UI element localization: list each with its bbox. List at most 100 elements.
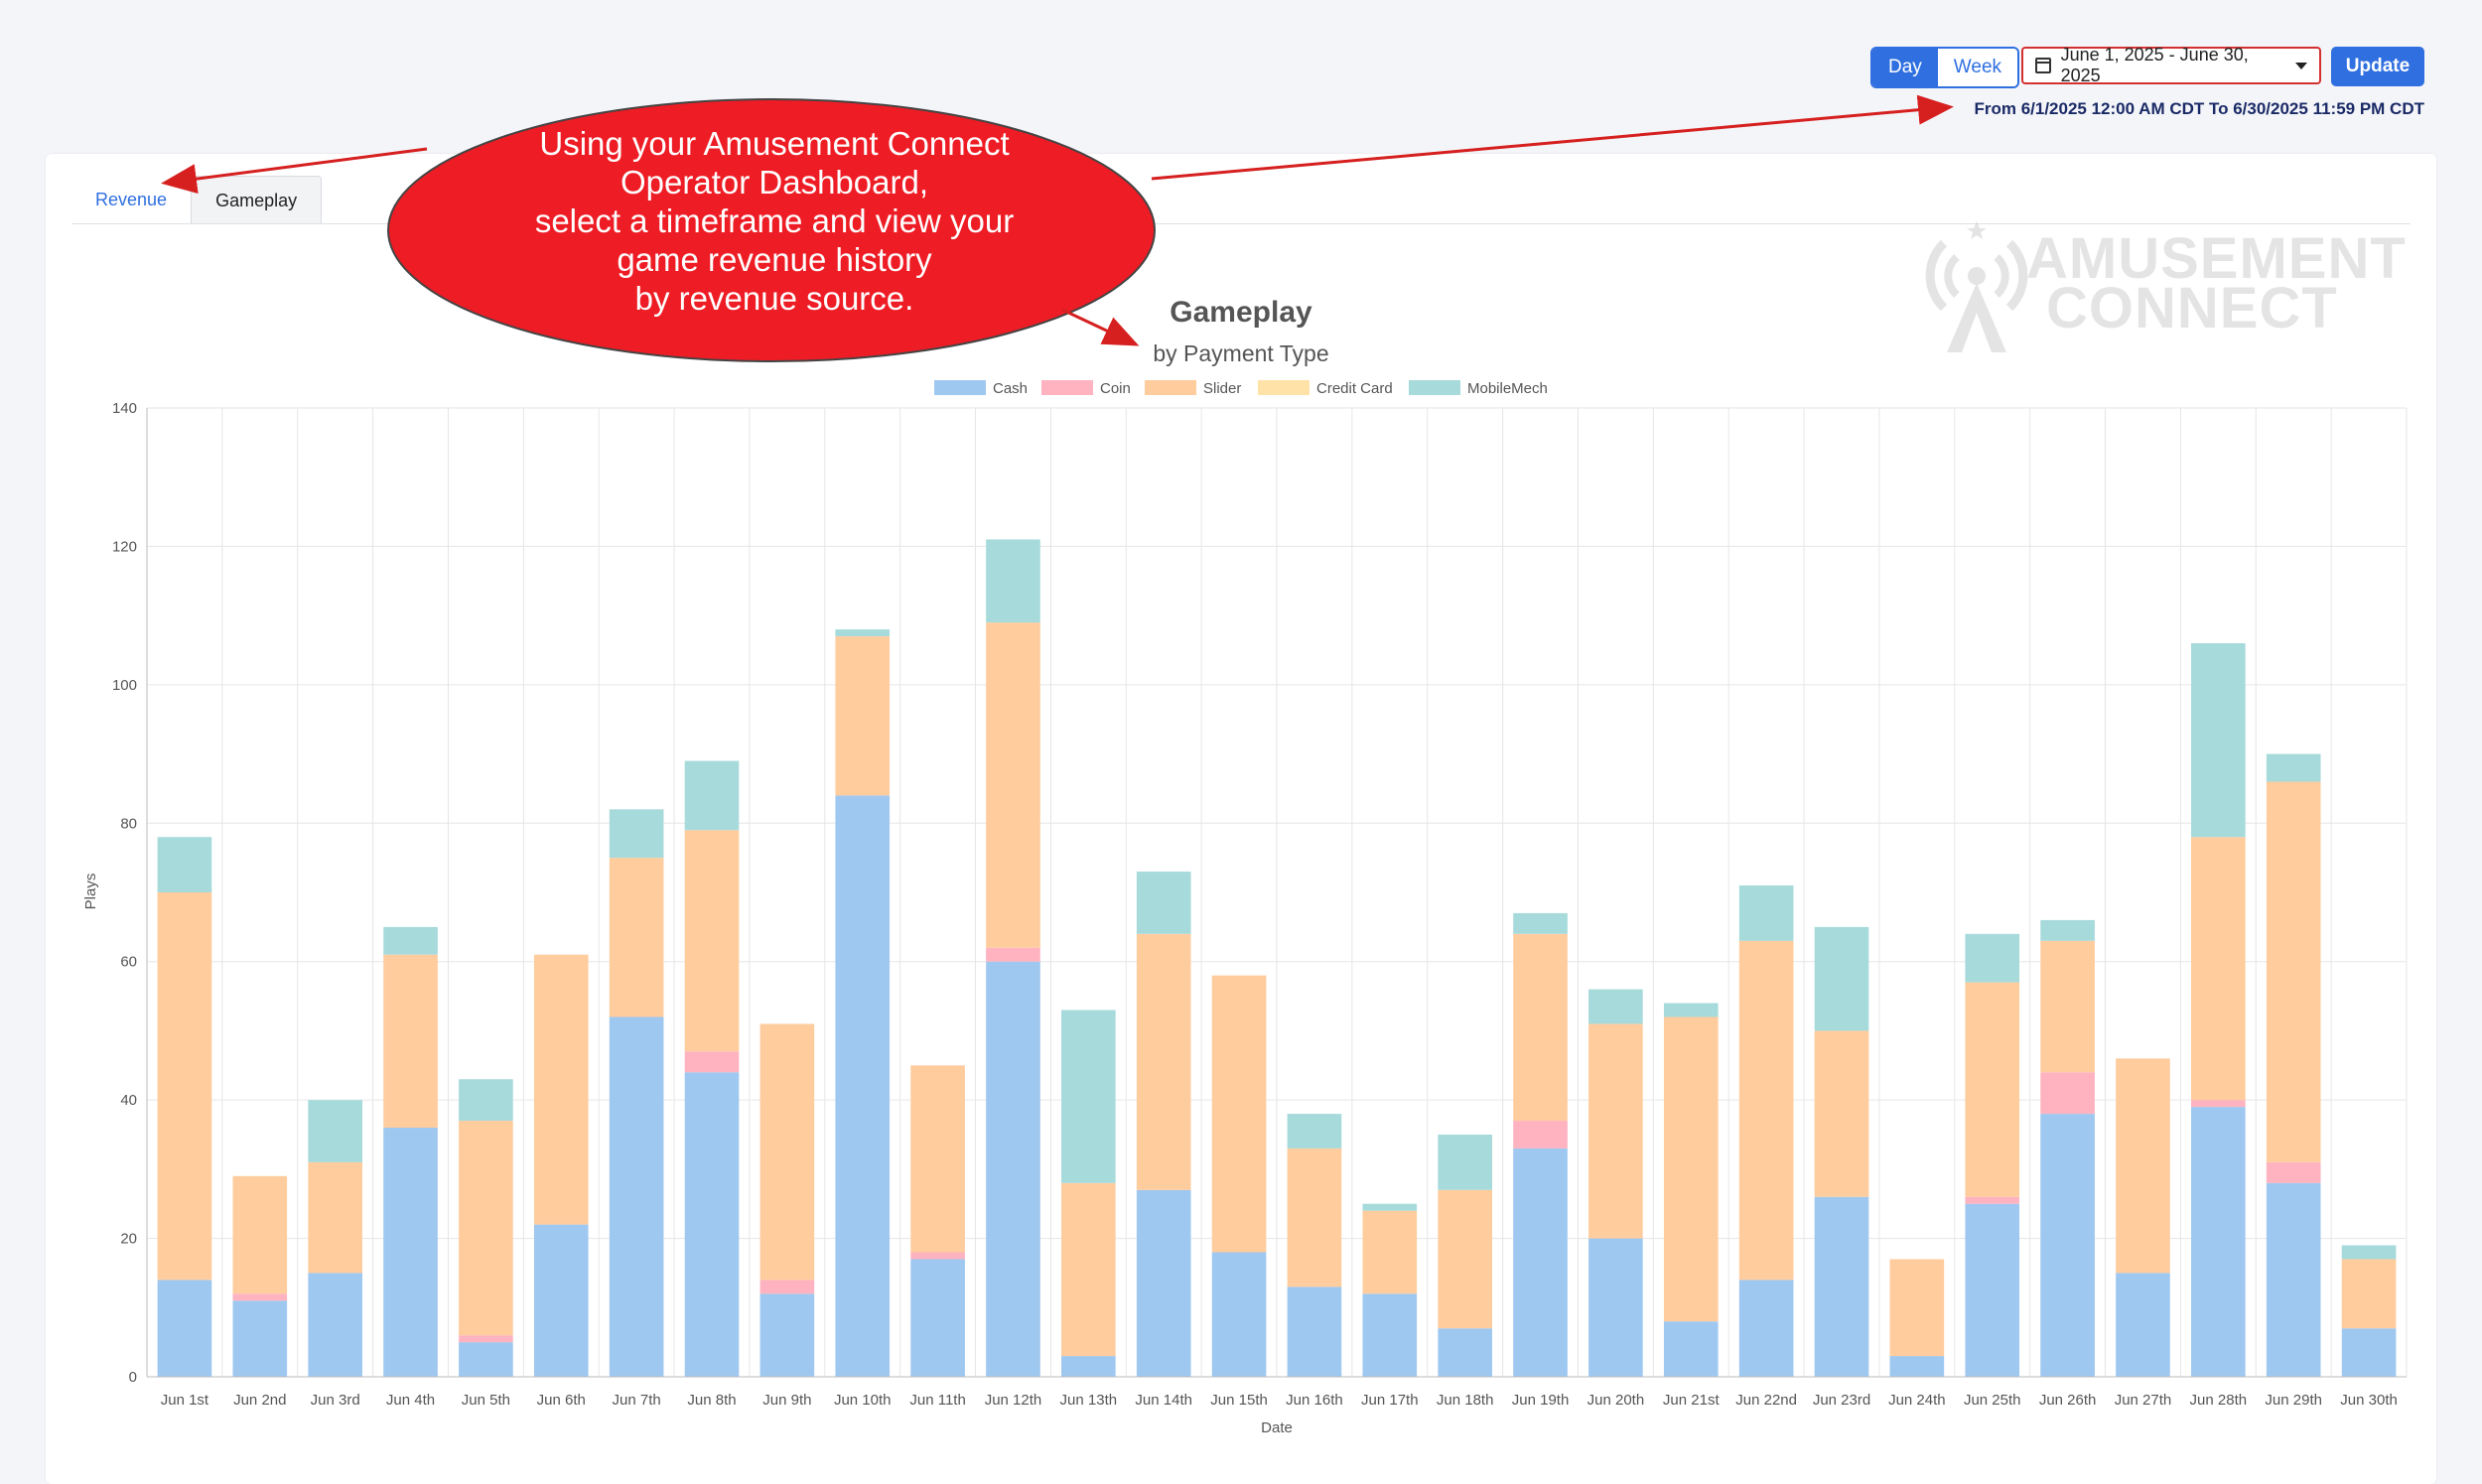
x-tick-label: Jun 16th bbox=[1286, 1392, 1343, 1409]
bar-segment-cash bbox=[2191, 1107, 2246, 1377]
arrow-to-range-text bbox=[1151, 94, 1954, 181]
x-tick-label: Jun 30th bbox=[2340, 1392, 2398, 1409]
legend-swatch bbox=[934, 380, 986, 395]
callout-line: select a timeframe and view your bbox=[534, 202, 1015, 239]
bar-segment-mobilemech bbox=[1663, 1003, 1719, 1017]
callout-text: Using your Amusement Connect Operator Da… bbox=[417, 124, 1132, 318]
week-button[interactable]: Week bbox=[1937, 49, 2018, 86]
callout-ellipse bbox=[387, 98, 1156, 362]
bar-segment-cash bbox=[1663, 1321, 1719, 1377]
bar-segment-slider bbox=[1438, 1189, 1492, 1329]
tab-bar: Revenue Gameplay bbox=[71, 176, 323, 224]
y-tick-label: 100 bbox=[112, 677, 137, 694]
chart-title: Gameplay bbox=[1170, 296, 1312, 329]
tab-gameplay[interactable]: Gameplay bbox=[191, 176, 323, 224]
y-tick-label: 140 bbox=[112, 400, 137, 417]
bar-segment-mobilemech bbox=[2266, 753, 2321, 782]
bar-segment-coin bbox=[232, 1293, 288, 1301]
bar-segment-mobilemech bbox=[1362, 1203, 1418, 1211]
chart-axes: 0 20 40 60 80 100 120 140 Jun 1st Jun 2nd Jun 3rd J… bbox=[112, 400, 2407, 1409]
bar-segment-mobilemech bbox=[1814, 926, 1869, 1031]
bar-segment-slider bbox=[759, 1023, 815, 1281]
bar-segment-slider bbox=[533, 954, 589, 1225]
bar-segment-slider bbox=[308, 1161, 362, 1274]
bar-segment-slider bbox=[232, 1175, 288, 1294]
bar-segment-mobilemech bbox=[1588, 989, 1643, 1024]
bar-segment-cash bbox=[383, 1128, 438, 1377]
bar-segment-slider bbox=[2191, 837, 2246, 1101]
callout-line: game revenue history bbox=[617, 241, 932, 278]
logo-text-line1: AMUSEMENT bbox=[2026, 226, 2407, 291]
bar-segment-coin bbox=[2191, 1100, 2246, 1108]
x-tick-label: Jun 2nd bbox=[233, 1392, 286, 1409]
x-tick-label: Jun 13th bbox=[1060, 1392, 1118, 1409]
chart-subtitle: by Payment Type bbox=[1153, 340, 1328, 366]
date-range-text: From 6/1/2025 12:00 AM CDT To 6/30/2025 … bbox=[1974, 99, 2424, 118]
antenna-logo-icon bbox=[1925, 221, 2028, 352]
x-tick-label: Jun 25th bbox=[1964, 1392, 2021, 1409]
bar-segment-cash bbox=[232, 1300, 288, 1377]
callout-line: by revenue source. bbox=[634, 280, 914, 317]
bar-segment-mobilemech bbox=[835, 629, 891, 637]
x-tick-label: Jun 18th bbox=[1437, 1392, 1494, 1409]
legend-swatch bbox=[1258, 380, 1310, 395]
callout-line: Using your Amusement Connect bbox=[539, 125, 1010, 162]
arrow-to-revenue-tab bbox=[161, 147, 428, 195]
day-button[interactable]: Day bbox=[1872, 49, 1938, 86]
legend-label: Coin bbox=[1100, 380, 1131, 397]
tab-revenue[interactable]: Revenue bbox=[95, 189, 168, 209]
bar-segment-coin bbox=[459, 1335, 513, 1343]
callout-line: Operator Dashboard, bbox=[620, 164, 928, 201]
bar-segment-coin bbox=[1965, 1196, 2020, 1204]
date-range-value: June 1, 2025 - June 30, 2025 bbox=[2060, 45, 2249, 85]
x-tick-label: Jun 20th bbox=[1587, 1392, 1645, 1409]
bar-segment-slider bbox=[1136, 933, 1191, 1190]
bar-segment-mobilemech bbox=[1287, 1114, 1342, 1148]
arrow-to-chart-title bbox=[1061, 308, 1140, 346]
bar-segment-slider bbox=[1663, 1016, 1719, 1322]
bar-segment-mobilemech bbox=[383, 926, 438, 955]
legend-swatch bbox=[1145, 380, 1196, 395]
x-tick-label: Jun 26th bbox=[2039, 1392, 2097, 1409]
bar-segment-cash bbox=[1588, 1238, 1643, 1377]
bar-segment-slider bbox=[1061, 1182, 1116, 1357]
y-tick-label: 60 bbox=[120, 954, 137, 971]
bar-segment-slider bbox=[459, 1121, 513, 1336]
bar-segment-mobilemech bbox=[1136, 872, 1191, 934]
update-button[interactable]: Update bbox=[2331, 47, 2424, 86]
x-tick-label: Jun 12th bbox=[985, 1392, 1042, 1409]
bar-segment-cash bbox=[684, 1072, 740, 1377]
bar-segment-coin bbox=[759, 1280, 815, 1294]
x-tick-label: Jun 24th bbox=[1888, 1392, 1946, 1409]
bar-segment-cash bbox=[1211, 1252, 1267, 1377]
x-axis-label: Date bbox=[1261, 1419, 1293, 1436]
bar-segment-cash bbox=[533, 1224, 589, 1377]
bar-segment-mobilemech bbox=[1513, 912, 1568, 934]
bar-segment-slider bbox=[609, 858, 664, 1017]
bar-segment-slider bbox=[1965, 982, 2020, 1197]
y-tick-label: 120 bbox=[112, 538, 137, 555]
x-tick-label: Jun 1st bbox=[161, 1392, 209, 1409]
bar-segment-slider bbox=[684, 830, 740, 1052]
x-tick-label: Jun 17th bbox=[1361, 1392, 1419, 1409]
bar-segment-cash bbox=[1738, 1280, 1794, 1377]
bar-segment-cash bbox=[1814, 1196, 1869, 1377]
x-tick-label: Jun 9th bbox=[762, 1392, 811, 1409]
x-tick-label: Jun 15th bbox=[1210, 1392, 1268, 1409]
bar-segment-mobilemech bbox=[2341, 1245, 2397, 1260]
x-tick-label: Jun 3rd bbox=[311, 1392, 360, 1409]
bar-segment-coin bbox=[684, 1051, 740, 1073]
date-range-picker[interactable]: June 1, 2025 - June 30, 2025 bbox=[2021, 45, 2321, 85]
bar-segment-coin bbox=[1513, 1121, 1568, 1148]
legend-label: MobileMech bbox=[1467, 380, 1548, 397]
x-tick-label: Jun 5th bbox=[462, 1392, 510, 1409]
x-tick-label: Jun 4th bbox=[386, 1392, 435, 1409]
caret-down-icon bbox=[2295, 62, 2307, 69]
bar-segment-slider bbox=[1889, 1259, 1945, 1357]
y-tick-label: 40 bbox=[120, 1092, 137, 1109]
bar-segment-cash bbox=[1965, 1203, 2020, 1377]
x-tick-label: Jun 10th bbox=[834, 1392, 892, 1409]
bar-segment-coin bbox=[986, 947, 1040, 962]
calendar-icon bbox=[2035, 58, 2051, 73]
